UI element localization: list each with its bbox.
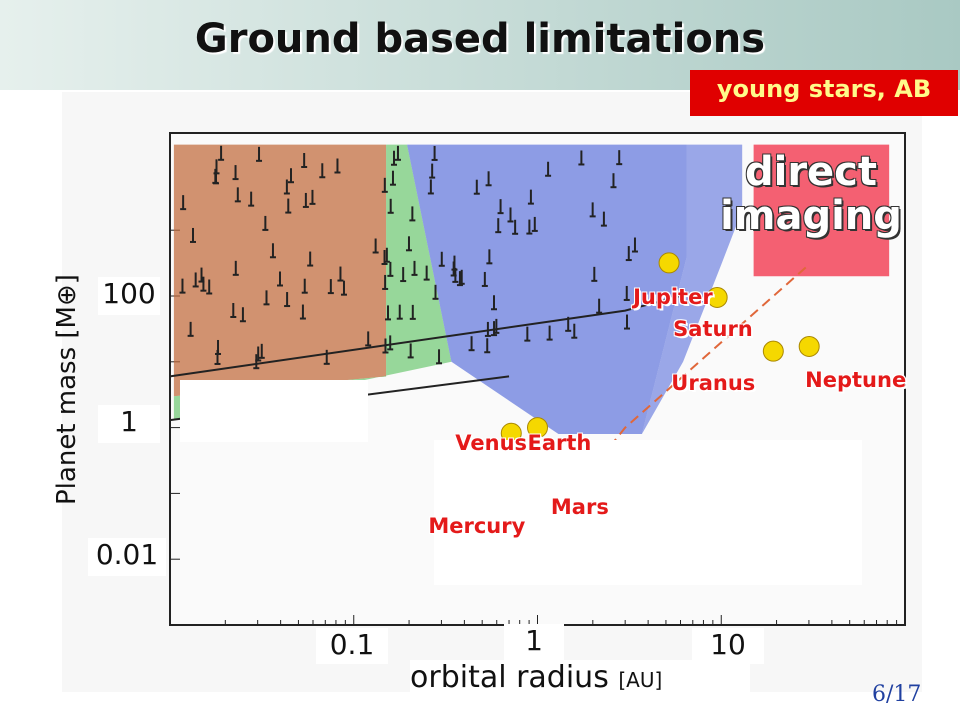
planet-label-venus: Venus xyxy=(455,431,528,456)
planet-marker-jupiter xyxy=(658,252,680,274)
blank-overlay xyxy=(586,440,862,585)
young-stars-badge: young stars, AB xyxy=(690,70,958,116)
x-tick-label-1: 1 xyxy=(504,624,564,660)
planet-label-jupiter: Jupiter xyxy=(633,284,713,309)
slide-title: Ground based limitations xyxy=(194,16,766,62)
x-tick-label-10: 10 xyxy=(692,628,764,664)
planet-marker-neptune xyxy=(798,335,820,357)
doppler-region xyxy=(407,144,687,434)
x-axis-label: orbital radius [AU] xyxy=(410,660,750,710)
direct-imaging-label: direct imaging xyxy=(716,136,906,254)
planet-label-earth: Earth xyxy=(527,430,592,455)
planet-label-neptune: Neptune xyxy=(805,368,907,393)
y-tick-label-0.01: 0.01 xyxy=(88,538,166,576)
planet-label-uranus: Uranus xyxy=(671,371,756,396)
y-axis-label: Planet mass [M⊕] xyxy=(52,274,82,505)
planet-label-saturn: Saturn xyxy=(673,317,753,342)
planet-label-mars: Mars xyxy=(550,495,609,520)
doppler-limit-line xyxy=(169,295,681,378)
planet-marker-earth xyxy=(527,417,548,439)
transit-region xyxy=(173,144,387,397)
x-tick-label-0.1: 0.1 xyxy=(316,628,388,664)
direct-imaging-line-1: direct xyxy=(744,149,878,195)
y-tick-label-1: 1 xyxy=(98,405,160,443)
planet-marker-uranus xyxy=(762,340,784,362)
blank-overlay xyxy=(180,380,368,442)
doppler-extension-region xyxy=(641,144,743,434)
astrometry-region xyxy=(173,144,452,421)
planet-label-mercury: Mercury xyxy=(428,514,526,539)
direct-imaging-line-2: imaging xyxy=(720,193,902,239)
y-tick-label-100: 100 xyxy=(98,277,160,315)
planet-marker-saturn xyxy=(706,286,728,308)
direct-imaging-region xyxy=(753,144,890,277)
page-number: 6/17 xyxy=(872,682,922,707)
